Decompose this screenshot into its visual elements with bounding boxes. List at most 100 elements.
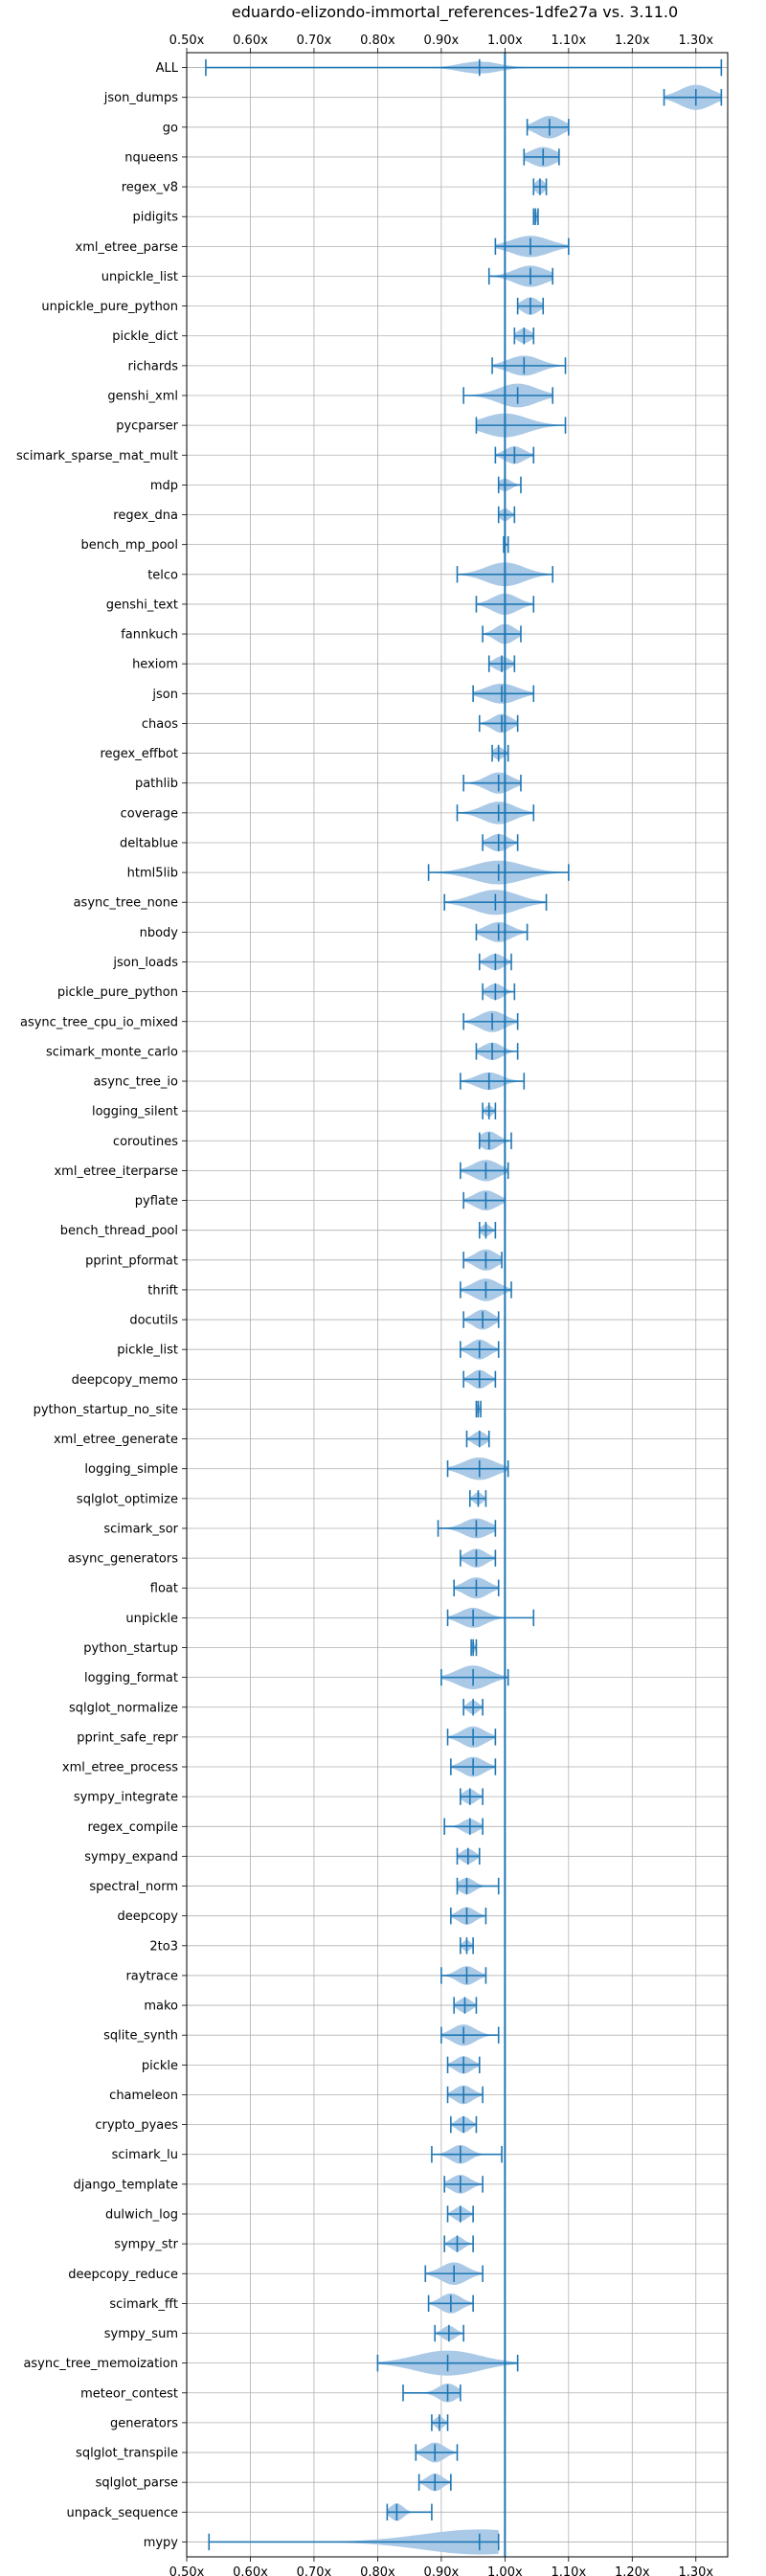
benchmark-label: scimark_sor: [103, 1522, 178, 1536]
benchmark-label: pprint_safe_repr: [77, 1730, 178, 1745]
benchmark-label: deepcopy_memo: [72, 1373, 178, 1388]
violins: [205, 58, 723, 2555]
benchmark-label: mdp: [150, 479, 178, 493]
benchmark-label: bench_mp_pool: [80, 538, 178, 553]
benchmark-label: regex_dna: [113, 508, 178, 523]
plot-frame: [186, 52, 729, 2558]
benchmark-label: logging_silent: [92, 1105, 178, 1119]
benchmark-label: async_tree_memoization: [23, 2357, 178, 2371]
x-tick-label-top: 1.20x: [615, 34, 650, 48]
benchmark-label: sqlglot_normalize: [69, 1701, 178, 1715]
benchmark-label: unpickle_list: [101, 270, 178, 284]
benchmark-label: sqlglot_optimize: [77, 1492, 178, 1506]
benchmark-label: dulwich_log: [105, 2207, 178, 2222]
benchmark-label: sqlglot_parse: [96, 2476, 178, 2491]
x-tick-label-bottom: 1.20x: [615, 2565, 650, 2576]
benchmark-label: xml_etree_parse: [76, 240, 178, 255]
benchmark-label: fannkuch: [121, 628, 178, 643]
benchmark-label: hexiom: [132, 658, 178, 672]
benchmark-label: xml_etree_iterparse: [54, 1164, 178, 1179]
x-tick-label-top: 0.90x: [424, 34, 460, 48]
x-tick-label-bottom: 0.50x: [169, 2565, 205, 2576]
benchmark-label: sympy_sum: [104, 2327, 178, 2341]
benchmark-label: deepcopy_reduce: [68, 2268, 178, 2282]
benchmark-label: xml_etree_process: [62, 1761, 178, 1775]
benchmark-label: 2to3: [149, 1939, 178, 1954]
benchmark-label: genshi_xml: [107, 390, 178, 404]
x-tick-label-bottom: 0.70x: [297, 2565, 332, 2576]
benchmark-label: logging_simple: [84, 1462, 178, 1477]
benchmark-label: pickle: [142, 2059, 178, 2073]
x-tick-label-bottom: 0.90x: [424, 2565, 460, 2576]
chart-title: eduardo-elizondo-immortal_references-1df…: [232, 3, 678, 22]
benchmark-label: thrift: [147, 1283, 178, 1298]
benchmark-label: bench_thread_pool: [60, 1224, 178, 1238]
benchmark-label: json_dumps: [103, 91, 178, 105]
benchmark-label: ALL: [156, 61, 179, 76]
benchmark-label: scimark_lu: [112, 2148, 178, 2162]
benchmark-label: html5lib: [127, 867, 178, 881]
benchmark-label: sqlite_synth: [103, 2029, 178, 2044]
x-tick-label-bottom: 1.30x: [678, 2565, 713, 2576]
benchmark-label: coverage: [121, 806, 178, 821]
x-tick-label-top: 0.50x: [169, 34, 205, 48]
x-tick-label-top: 1.30x: [678, 34, 713, 48]
benchmark-label: crypto_pyaes: [95, 2118, 178, 2133]
x-tick-label-bottom: 0.80x: [360, 2565, 395, 2576]
benchmark-label: deepcopy: [117, 1909, 178, 1924]
benchmark-label: regex_compile: [87, 1820, 178, 1835]
benchmark-label: nbody: [140, 926, 179, 940]
benchmark-label: richards: [128, 359, 179, 373]
benchmark-label: sympy_integrate: [74, 1791, 178, 1805]
benchmark-label: sympy_expand: [84, 1850, 178, 1864]
benchmark-label: scimark_monte_carlo: [46, 1045, 178, 1059]
x-tick-label-top: 1.00x: [487, 34, 523, 48]
x-tick-label-top: 0.70x: [297, 34, 332, 48]
benchmark-label: pickle_dict: [112, 329, 178, 344]
benchmark-label: meteor_contest: [80, 2386, 178, 2401]
benchmark-label: pidigits: [133, 211, 179, 225]
benchmark-label: unpickle: [125, 1612, 178, 1626]
benchmark-label: scimark_sparse_mat_mult: [16, 449, 178, 463]
benchmark-label: float: [150, 1582, 178, 1596]
benchmark-label: pprint_pformat: [85, 1254, 178, 1268]
benchmark-label: sqlglot_transpile: [76, 2447, 178, 2461]
benchmark-label: telco: [147, 568, 178, 582]
benchmark-label: python_startup: [83, 1641, 178, 1656]
x-tick-label-top: 0.80x: [360, 34, 395, 48]
benchmark-label: pickle_pure_python: [57, 985, 178, 1000]
benchmark-label: docutils: [129, 1314, 178, 1328]
benchmark-label: django_template: [74, 2178, 178, 2192]
x-tick-label-top: 0.60x: [233, 34, 268, 48]
benchmark-label: nqueens: [124, 150, 178, 165]
benchmark-label: genshi_text: [106, 598, 178, 612]
benchmark-label: python_startup_no_site: [34, 1403, 178, 1417]
benchmark-label: sympy_str: [114, 2238, 178, 2252]
benchmark-label: async_tree_none: [74, 896, 178, 911]
benchmark-label: async_tree_cpu_io_mixed: [20, 1015, 178, 1029]
benchmark-label: chameleon: [109, 2089, 178, 2103]
x-tick-label-bottom: 1.00x: [487, 2565, 523, 2576]
benchmark-label: async_generators: [68, 1552, 179, 1567]
benchmark-label: logging_format: [84, 1671, 178, 1685]
x-tick-label-bottom: 0.60x: [233, 2565, 268, 2576]
benchmark-label: coroutines: [113, 1135, 178, 1149]
benchmark-label: regex_v8: [122, 181, 178, 195]
benchmark-label: json: [151, 688, 178, 702]
benchmark-label: async_tree_io: [93, 1075, 178, 1090]
benchmark-label: regex_effbot: [100, 747, 178, 761]
benchmark-label: generators: [110, 2416, 178, 2430]
benchmark-label: scimark_fft: [109, 2297, 178, 2312]
benchmark-label: unpickle_pure_python: [41, 300, 178, 314]
benchmark-label: spectral_norm: [89, 1880, 178, 1894]
benchmark-label: pyflate: [135, 1194, 178, 1209]
benchmark-label: xml_etree_generate: [54, 1433, 178, 1447]
benchmark-label: pathlib: [135, 777, 178, 791]
x-tick-label-top: 1.10x: [552, 34, 587, 48]
benchmark-label: unpack_sequence: [66, 2506, 178, 2520]
benchmark-label: pickle_list: [117, 1344, 178, 1358]
benchmark-label: raytrace: [125, 1969, 178, 1983]
benchmark-label: pycparser: [116, 419, 178, 434]
benchmark-label: chaos: [142, 717, 178, 732]
